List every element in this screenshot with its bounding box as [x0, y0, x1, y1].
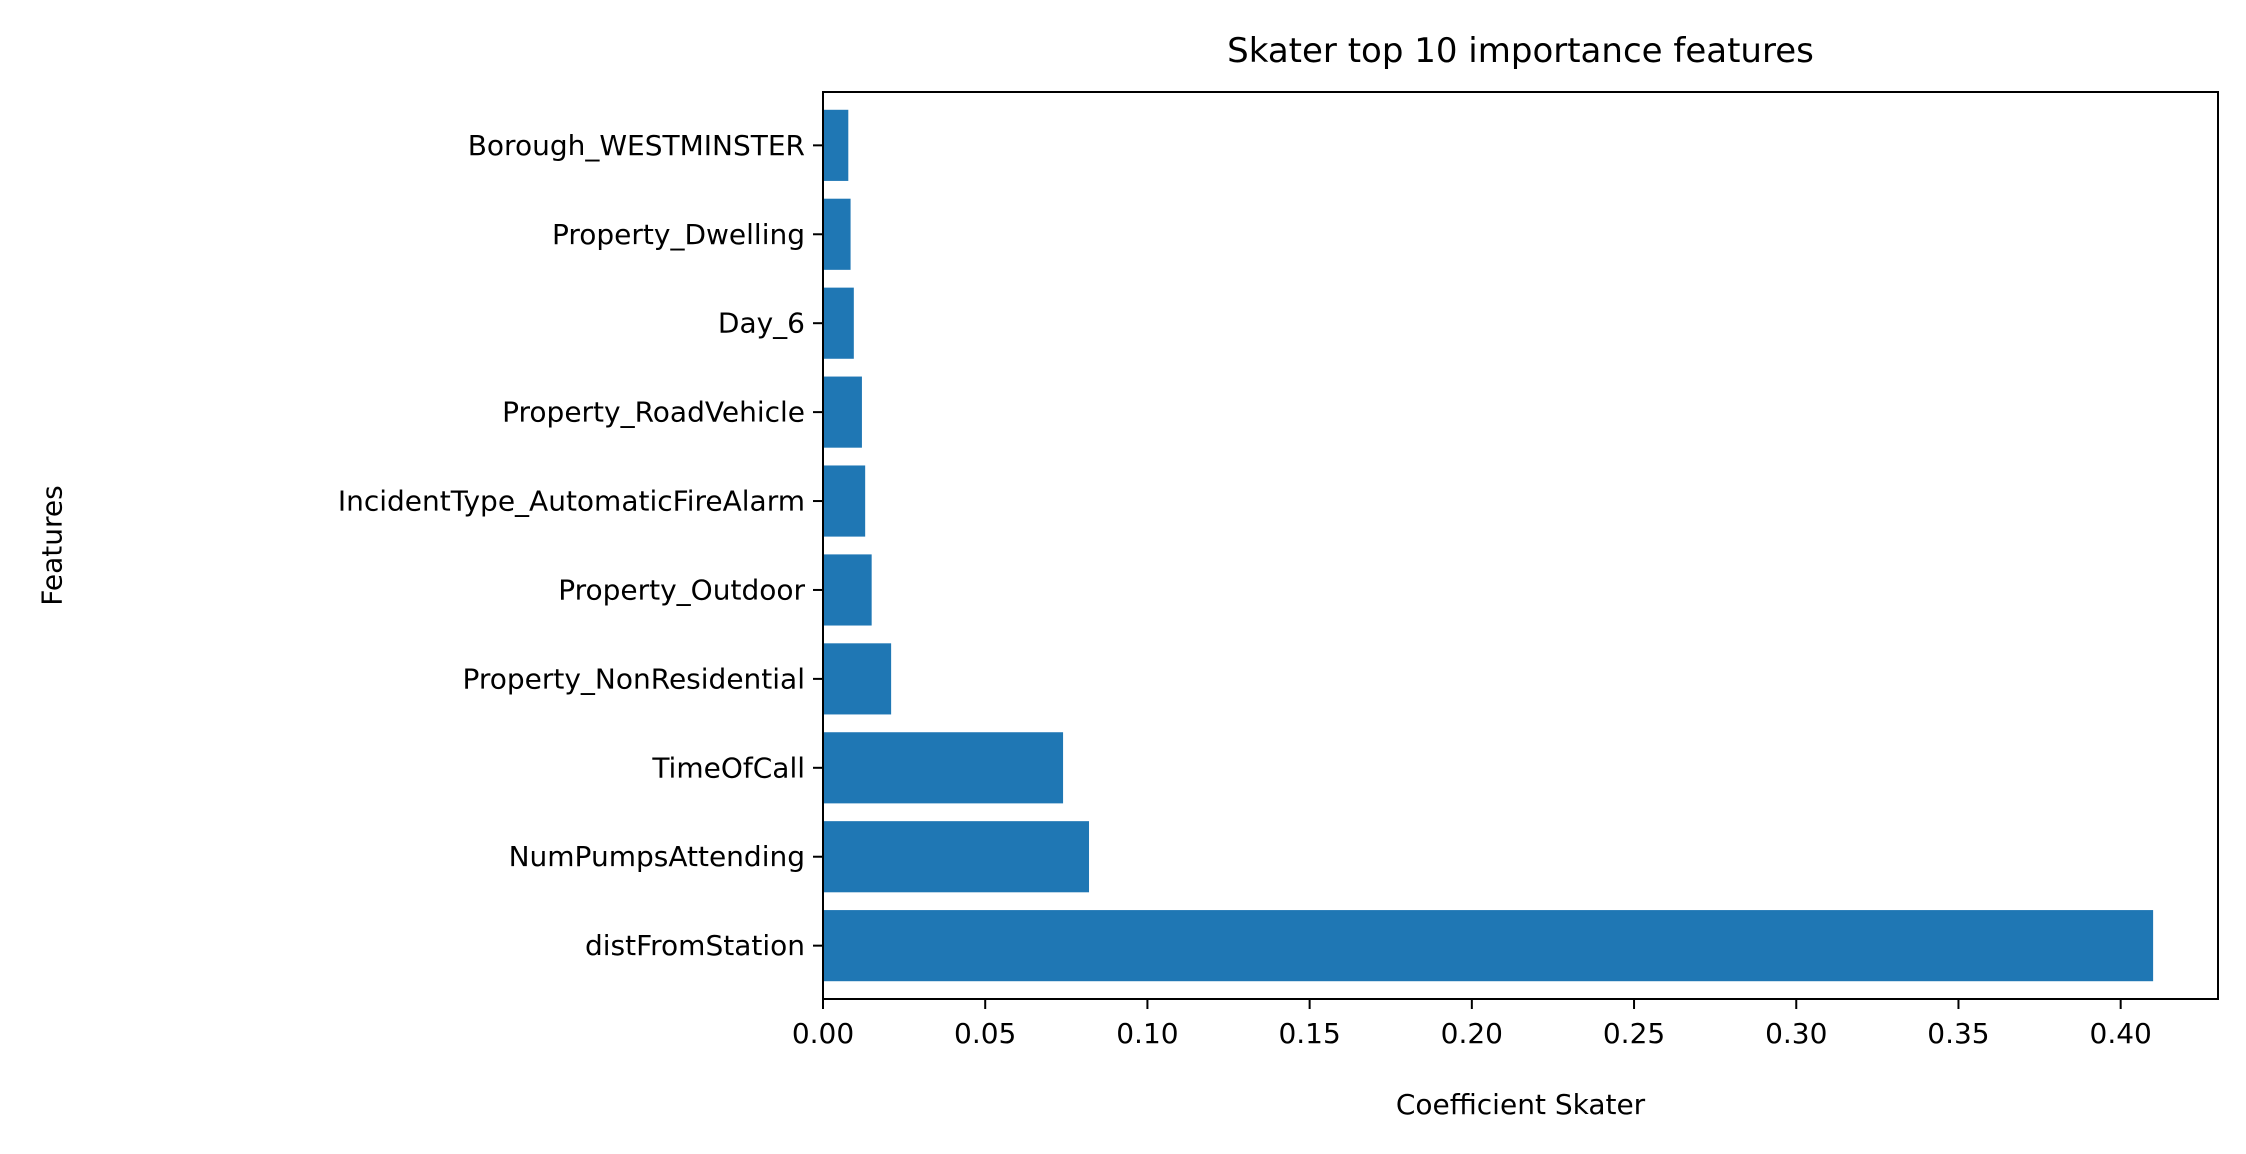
bars-layer: [823, 109, 2154, 982]
bar-Property_Outdoor: [823, 554, 872, 626]
y-tick-label: distFromStation: [585, 929, 805, 962]
y-tick-label: Day_6: [718, 307, 805, 340]
x-axis-title: Coefficient Skater: [1396, 1088, 1646, 1121]
y-axis-title: Features: [36, 485, 69, 605]
bar-Property_RoadVehicle: [823, 376, 862, 448]
y-tick-label: Property_Dwelling: [552, 218, 805, 251]
plot-frame: [822, 91, 2219, 1000]
y-tick-label: NumPumpsAttending: [509, 840, 805, 873]
x-axis-ticks: 0.00 0.05 0.10 0.15 0.20 0.25 0.30 0.35 0.40: [792, 999, 2152, 1050]
bar-Day_6: [823, 287, 854, 359]
x-tick-label: 0.20: [1441, 1017, 1503, 1050]
bar-Borough_WESTMINSTER: [823, 109, 849, 181]
y-tick-label: Property_NonResidential: [462, 662, 805, 695]
x-tick-label: 0.25: [1603, 1017, 1665, 1050]
x-tick-label: 0.40: [2090, 1017, 2152, 1050]
bar-TimeOfCall: [823, 732, 1064, 804]
x-tick-label: 0.35: [1927, 1017, 1989, 1050]
x-tick-label: 0.10: [1116, 1017, 1178, 1050]
x-tick-label: 0.05: [954, 1017, 1016, 1050]
chart-title: Skater top 10 importance features: [1227, 31, 1814, 71]
x-tick-label: 0.30: [1765, 1017, 1827, 1050]
bar-distFromStation: [823, 910, 2154, 982]
bar-IncidentType_AutomaticFireAlarm: [823, 465, 866, 537]
y-axis-ticks: distFromStation NumPumpsAttending TimeOfCa…: [338, 129, 823, 962]
y-tick-label: Property_RoadVehicle: [502, 396, 805, 429]
bar-Property_Dwelling: [823, 198, 851, 270]
x-tick-label: 0.00: [792, 1017, 854, 1050]
bar-NumPumpsAttending: [823, 821, 1090, 893]
y-tick-label: Property_Outdoor: [558, 573, 805, 606]
y-tick-label: TimeOfCall: [651, 751, 805, 784]
y-tick-label: IncidentType_AutomaticFireAlarm: [338, 485, 805, 518]
y-tick-label: Borough_WESTMINSTER: [468, 129, 805, 162]
bar-Property_NonResidential: [823, 643, 892, 715]
x-tick-label: 0.15: [1278, 1017, 1340, 1050]
